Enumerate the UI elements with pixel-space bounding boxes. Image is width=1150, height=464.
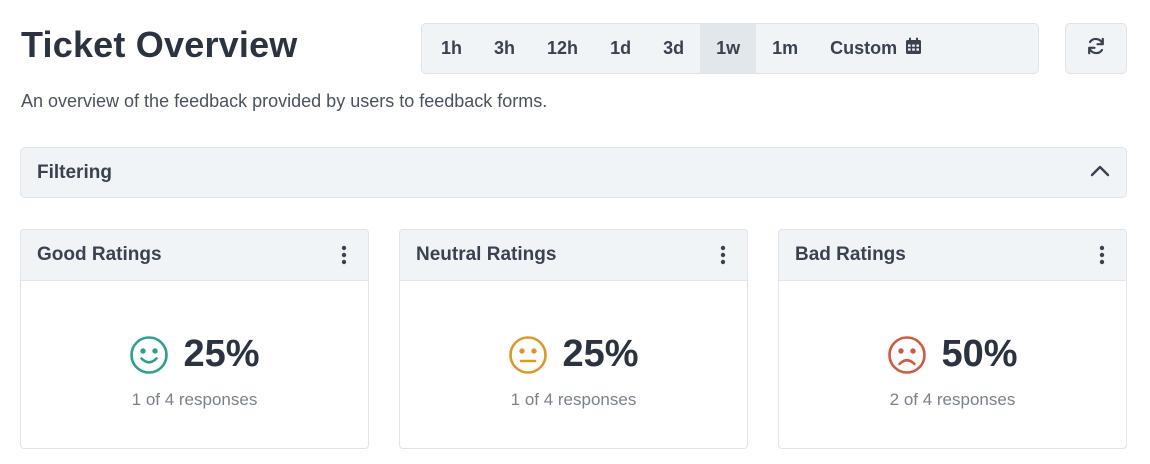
chevron-up-icon xyxy=(1090,164,1110,182)
card-title: Bad Ratings xyxy=(795,244,906,265)
range-1h-button[interactable]: 1h xyxy=(441,38,463,58)
neutral-ratings-card: Neutral Ratings 25% 1 of 4 responses xyxy=(399,229,748,449)
smile-icon xyxy=(129,335,169,375)
bad-ratings-percent: 50% xyxy=(941,333,1018,375)
range-12h-button[interactable]: 12h xyxy=(547,38,579,58)
kebab-menu-icon[interactable] xyxy=(334,243,354,267)
neutral-ratings-percent: 25% xyxy=(562,333,639,375)
time-range-selector: 1h 3h 12h 1d 3d 1w 1m Custom xyxy=(421,23,1039,74)
good-ratings-percent: 25% xyxy=(183,333,260,375)
range-1m-button[interactable]: 1m xyxy=(772,38,799,58)
range-1w-button[interactable]: 1w xyxy=(700,24,757,73)
range-custom-button[interactable]: Custom xyxy=(814,24,938,73)
good-ratings-responses: 1 of 4 responses xyxy=(131,390,258,409)
filtering-panel-toggle[interactable]: Filtering xyxy=(20,147,1127,198)
neutral-ratings-responses: 1 of 4 responses xyxy=(510,390,637,409)
refresh-icon xyxy=(1086,36,1106,61)
card-title: Neutral Ratings xyxy=(416,244,557,265)
filtering-label: Filtering xyxy=(37,161,112,183)
range-3h-button[interactable]: 3h xyxy=(494,38,516,58)
range-3d-button[interactable]: 3d xyxy=(663,38,685,58)
bad-ratings-card: Bad Ratings 50% 2 of 4 responses xyxy=(778,229,1127,449)
calendar-icon xyxy=(905,37,922,60)
neutral-face-icon xyxy=(508,335,548,375)
bad-ratings-responses: 2 of 4 responses xyxy=(889,390,1016,409)
range-custom-label: Custom xyxy=(830,38,898,58)
kebab-menu-icon[interactable] xyxy=(713,243,733,267)
page-subtitle: An overview of the feedback provided by … xyxy=(21,91,548,111)
page-title: Ticket Overview xyxy=(21,24,298,65)
card-title: Good Ratings xyxy=(37,244,162,265)
good-ratings-card: Good Ratings 25% 1 of 4 responses xyxy=(20,229,369,449)
range-1d-button[interactable]: 1d xyxy=(610,38,632,58)
frown-icon xyxy=(887,335,927,375)
kebab-menu-icon[interactable] xyxy=(1092,243,1112,267)
refresh-button[interactable] xyxy=(1065,23,1127,74)
